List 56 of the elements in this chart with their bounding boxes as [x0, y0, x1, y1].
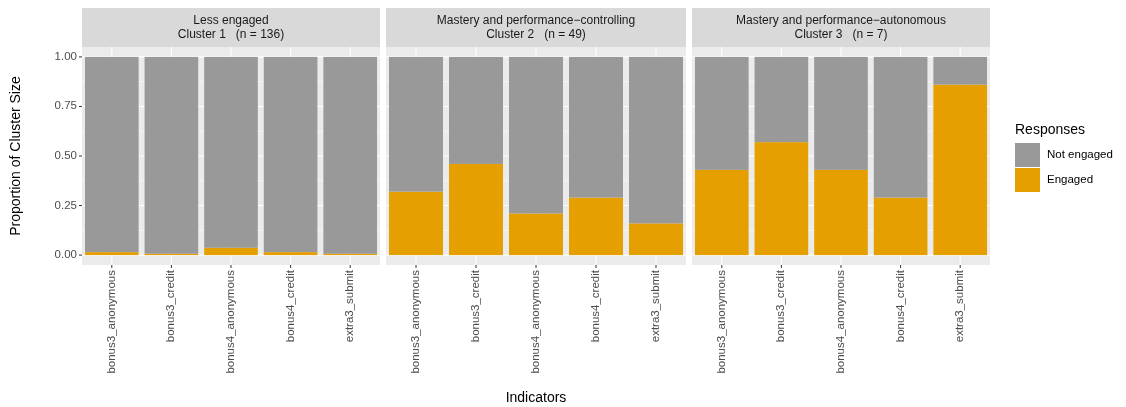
x-tick-label: bonus3_anonymous [409, 269, 422, 374]
y-tick-label: 0.50 [54, 149, 77, 162]
bar [204, 56, 258, 248]
bar [873, 56, 928, 198]
x-tick-label: bonus3_credit [774, 269, 787, 343]
bar [84, 56, 139, 253]
x-tick-label: extra3_submit [343, 269, 356, 343]
x-tick-label: bonus3_credit [469, 269, 482, 343]
bar [629, 56, 683, 224]
bar [263, 252, 318, 256]
x-tick-label: extra3_submit [649, 269, 662, 343]
bar [323, 56, 378, 254]
legend-label: Engaged [1047, 173, 1094, 186]
bar [569, 56, 623, 198]
x-tick-label: extra3_submit [953, 269, 966, 343]
x-tick-label: bonus4_credit [283, 269, 296, 343]
x-tick-label: bonus3_credit [164, 269, 177, 343]
legend-title: Responses [1015, 121, 1086, 137]
bar [694, 169, 749, 256]
bar [629, 223, 683, 256]
y-axis-title: Proportion of Cluster Size [7, 76, 23, 236]
chart-title: Mastery and performance−controlling Cluster 2 (n = 49) [436, 12, 636, 41]
x-tick-label: bonus3_anonymous [104, 269, 117, 374]
x-tick-label: bonus4_anonymous [224, 269, 237, 374]
x-tick-label: bonus3_anonymous [714, 269, 727, 374]
bar [694, 56, 749, 170]
bar [204, 247, 258, 256]
bar [933, 84, 988, 256]
bar [389, 56, 443, 192]
bar [263, 56, 318, 253]
bar [814, 56, 868, 170]
x-tick-label: bonus4_credit [893, 269, 906, 343]
bar [754, 56, 809, 143]
y-tick-label: 0.00 [54, 248, 77, 261]
bar [754, 142, 809, 256]
x-tick-label: bonus4_anonymous [834, 269, 847, 374]
bar [449, 163, 503, 256]
bar [389, 191, 443, 256]
bar [449, 56, 503, 164]
bar [509, 56, 563, 214]
bar [814, 169, 868, 256]
bar [933, 56, 988, 85]
x-axis-title: Indicators [505, 389, 567, 405]
y-tick-label: 1.00 [54, 49, 77, 62]
chart-title: Less engaged Cluster 1 (n = 136) [177, 12, 285, 41]
bar [873, 197, 928, 256]
x-tick-label: bonus4_anonymous [529, 269, 542, 374]
y-tick-label: 0.25 [54, 198, 77, 211]
chart-title: Mastery and performance−autonomous Cluster 3 (n = 7) [736, 12, 946, 41]
bar [144, 56, 199, 254]
x-tick-label: bonus4_credit [589, 269, 602, 343]
bar [569, 197, 623, 256]
legend-label: Not engaged [1047, 148, 1113, 161]
bar [84, 252, 139, 256]
y-tick-label: 0.75 [54, 99, 77, 112]
bar [509, 213, 563, 256]
